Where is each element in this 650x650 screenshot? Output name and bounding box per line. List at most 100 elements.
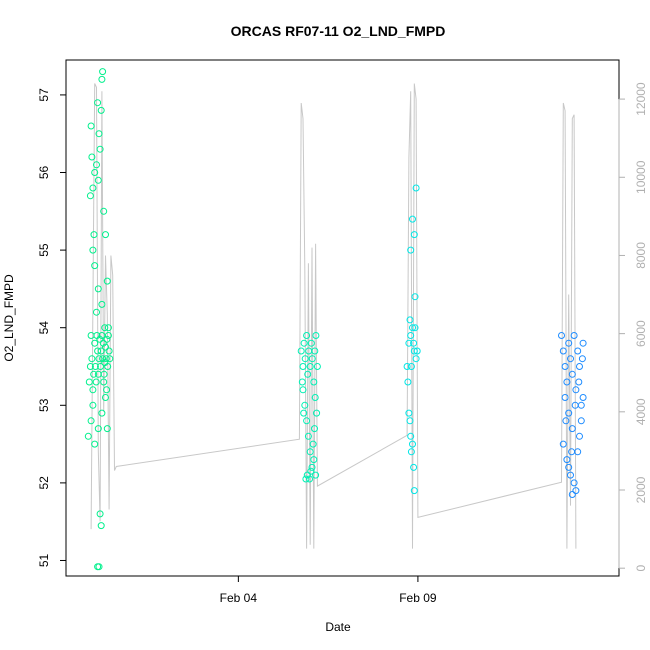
data-point-rf08 xyxy=(304,370,312,378)
data-point-rf09 xyxy=(412,184,420,192)
data-point-rf10 xyxy=(577,401,585,409)
data-point-rf07 xyxy=(102,231,109,239)
data-point-rf10 xyxy=(575,378,583,386)
data-point-rf10 xyxy=(559,347,567,355)
data-point-rf10 xyxy=(579,394,587,401)
data-point-rf08 xyxy=(312,332,320,339)
data-point-rf07 xyxy=(102,343,109,351)
data-point-rf08 xyxy=(298,378,306,386)
data-point-rf10 xyxy=(563,456,571,464)
data-point-rf07 xyxy=(95,355,103,363)
data-point-rf07 xyxy=(101,324,109,332)
data-point-rf10 xyxy=(574,347,582,355)
data-point-rf07 xyxy=(91,363,99,370)
data-point-rf08 xyxy=(302,475,310,483)
data-point-rf10 xyxy=(579,339,587,347)
y-tick-label: 57 xyxy=(37,88,51,102)
data-point-rf07 xyxy=(91,440,99,448)
data-point-rf08 xyxy=(303,471,311,479)
data-point-rf10 xyxy=(572,386,580,394)
data-point-rf07 xyxy=(97,106,105,114)
data-point-rf07 xyxy=(94,176,102,184)
data-point-rf10 xyxy=(565,463,573,471)
data-point-rf07 xyxy=(93,308,100,316)
data-point-rf07 xyxy=(100,207,108,215)
data-point-rf07 xyxy=(97,347,105,355)
data-point-rf07 xyxy=(98,75,106,83)
data-point-rf10 xyxy=(559,440,567,448)
data-point-rf09 xyxy=(409,215,416,223)
data-point-rf10 xyxy=(562,417,570,425)
data-point-rf10 xyxy=(570,479,578,487)
data-point-rf09 xyxy=(412,355,420,363)
data-point-rf07 xyxy=(89,184,97,192)
data-point-rf07 xyxy=(96,145,104,153)
data-point-rf07 xyxy=(103,335,111,343)
data-point-rf07 xyxy=(95,563,103,571)
data-point-rf07 xyxy=(99,355,107,363)
y2-tick-label: 2000 xyxy=(634,476,648,503)
data-point-rf07 xyxy=(89,386,97,394)
y-tick-label: 54 xyxy=(37,321,51,335)
data-point-rf07 xyxy=(94,425,102,433)
data-point-rf07 xyxy=(98,300,106,308)
data-point-rf07 xyxy=(89,401,97,409)
data-point-rf09 xyxy=(407,332,415,339)
data-point-rf07 xyxy=(105,347,113,355)
data-point-rf07 xyxy=(88,355,96,363)
data-point-rf07 xyxy=(104,363,112,370)
data-point-rf09 xyxy=(410,463,418,471)
data-point-rf08 xyxy=(313,409,321,417)
data-point-rf07 xyxy=(94,347,102,355)
data-point-rf09 xyxy=(411,324,419,332)
data-point-rf07 xyxy=(103,277,111,285)
data-point-rf07 xyxy=(91,339,99,347)
data-point-rf10 xyxy=(576,432,583,440)
data-point-rf09 xyxy=(406,316,414,324)
data-point-rf07 xyxy=(100,370,108,378)
data-point-rf07 xyxy=(96,510,104,518)
data-point-rf09 xyxy=(403,363,411,370)
altitude-trace xyxy=(90,83,577,549)
data-point-rf07 xyxy=(106,355,114,363)
data-point-rf07 xyxy=(97,363,104,370)
data-point-rf07 xyxy=(85,378,93,386)
data-point-rf09 xyxy=(410,487,418,495)
data-point-rf07 xyxy=(88,153,96,161)
data-point-rf07 xyxy=(100,378,108,386)
right-axis: 0 2000 4000 6000 8000 10000 12000 xyxy=(618,82,648,572)
data-point-rf08 xyxy=(309,440,317,448)
x-tick-label: Feb 04 xyxy=(220,591,258,605)
data-point-rf08 xyxy=(310,378,318,386)
data-point-rf07 xyxy=(87,122,95,130)
data-point-rf10 xyxy=(571,401,579,409)
data-point-rf08 xyxy=(312,471,320,479)
data-points xyxy=(84,68,587,571)
data-point-rf07 xyxy=(91,169,99,176)
data-point-rf07 xyxy=(99,68,107,76)
y2-tick-label: 8000 xyxy=(634,242,648,269)
data-point-rf10 xyxy=(568,491,576,498)
data-point-rf07 xyxy=(86,192,94,200)
y-tick-label: 52 xyxy=(37,476,51,490)
data-point-rf10 xyxy=(568,370,576,378)
data-point-rf10 xyxy=(565,339,573,347)
y2-tick-label: 6000 xyxy=(634,320,648,347)
data-point-rf08 xyxy=(308,355,316,363)
data-point-rf07 xyxy=(104,332,112,339)
data-point-rf08 xyxy=(308,463,316,471)
data-point-rf08 xyxy=(313,363,321,370)
data-point-rf09 xyxy=(409,324,416,332)
data-point-rf08 xyxy=(299,363,307,370)
data-point-rf07 xyxy=(103,386,111,394)
data-point-rf08 xyxy=(299,386,307,394)
y2-tick-label: 12000 xyxy=(634,82,648,116)
y2-tick-label: 10000 xyxy=(634,160,648,194)
altitude-line xyxy=(90,83,577,549)
data-point-rf08 xyxy=(301,401,309,409)
data-point-rf09 xyxy=(405,339,413,347)
data-point-rf08 xyxy=(307,339,315,347)
data-point-rf09 xyxy=(411,293,419,301)
data-point-rf07 xyxy=(99,339,107,347)
